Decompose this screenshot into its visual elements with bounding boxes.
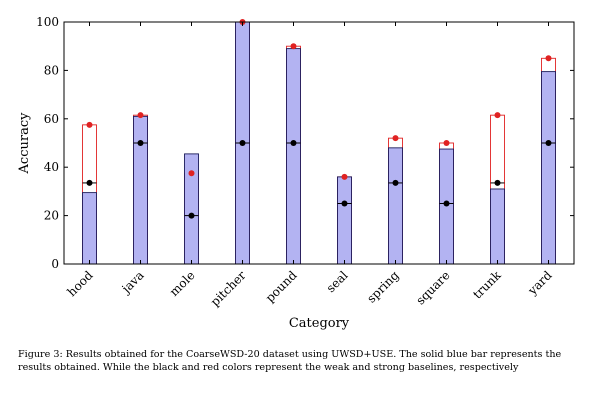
y-tick-label: 0 bbox=[51, 257, 59, 271]
x-tick-label: trunk bbox=[470, 268, 504, 302]
weak-baseline-point-trunk bbox=[494, 179, 501, 186]
plot-frame bbox=[63, 21, 575, 265]
x-tick-label: hood bbox=[65, 268, 96, 299]
y-axis: 0 20 40 60 80 100 bbox=[36, 15, 574, 271]
result-bar-pound bbox=[286, 48, 301, 265]
strong-baseline-point-spring bbox=[392, 135, 399, 142]
x-tick-label: seal bbox=[324, 268, 351, 295]
figure-caption: Figure 3: Results obtained for the Coars… bbox=[18, 349, 562, 373]
x-tick-label: square bbox=[413, 268, 452, 307]
weak-baseline-point-seal bbox=[341, 200, 348, 207]
y-tick-label: 20 bbox=[44, 209, 59, 223]
weak-baseline-point-java bbox=[137, 140, 144, 146]
y-tick-label: 80 bbox=[44, 63, 59, 77]
result-bar-seal bbox=[337, 176, 352, 265]
result-bar-square bbox=[439, 148, 454, 265]
strong-baseline-point-trunk bbox=[494, 112, 501, 119]
weak-baseline-point-spring bbox=[392, 179, 399, 186]
y-axis-label: Accuracy bbox=[17, 112, 32, 175]
x-tick-label: spring bbox=[364, 268, 402, 306]
strong-baseline-point-seal bbox=[341, 173, 348, 180]
result-bar-trunk bbox=[490, 188, 505, 265]
x-tick-label: java bbox=[118, 268, 147, 297]
x-tick-label: pound bbox=[263, 268, 300, 305]
weak-baseline-point-square bbox=[443, 200, 450, 207]
bars-layer bbox=[82, 21, 556, 265]
y-tick-label: 60 bbox=[44, 112, 59, 126]
strong-baseline-point-pound bbox=[290, 43, 297, 50]
strong-baseline-point-square bbox=[443, 140, 450, 146]
weak-baseline-point-yard bbox=[545, 140, 552, 146]
x-tick-label: mole bbox=[167, 268, 198, 299]
x-axis-label: Category bbox=[289, 316, 350, 331]
result-bar-hood bbox=[82, 192, 97, 265]
x-tick-label: pitcher bbox=[208, 268, 249, 309]
result-bar-spring bbox=[388, 147, 403, 265]
weak-baseline-point-hood bbox=[86, 179, 93, 186]
weak-baseline-point-pound bbox=[290, 140, 297, 146]
result-bar-java bbox=[133, 115, 148, 265]
weak-baseline-point-mole bbox=[188, 212, 195, 219]
y-tick-label: 40 bbox=[44, 160, 59, 174]
strong-baseline-point-yard bbox=[545, 55, 552, 62]
strong-baseline-point-java bbox=[137, 112, 144, 119]
markers-layer bbox=[82, 19, 556, 219]
y-tick-label: 100 bbox=[36, 15, 59, 29]
x-tick-label: yard bbox=[525, 268, 555, 298]
accuracy-bar-chart: 0 20 40 60 80 100 hood java mole pitcher pound sea… bbox=[17, 15, 575, 331]
strong-baseline-point-mole bbox=[188, 170, 195, 177]
result-bar-yard bbox=[541, 71, 556, 265]
weak-baseline-point-pitcher bbox=[239, 140, 246, 146]
strong-baseline-point-hood bbox=[86, 121, 93, 128]
